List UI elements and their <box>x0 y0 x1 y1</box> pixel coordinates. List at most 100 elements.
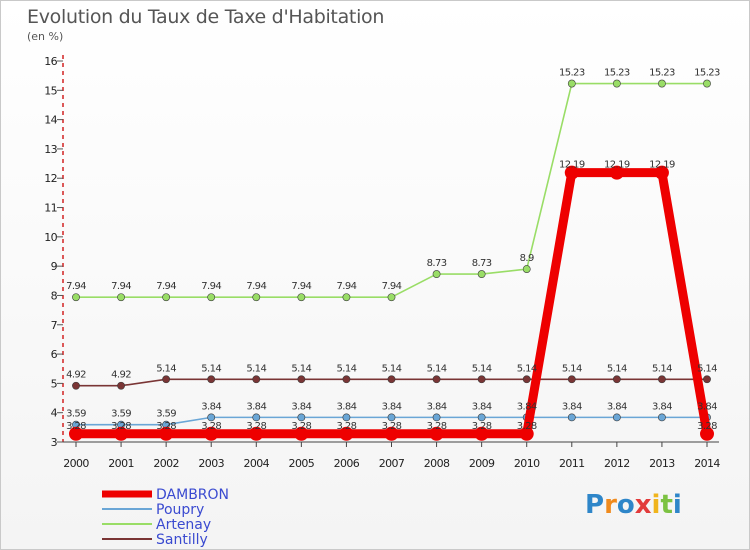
y-tick-label: 5 <box>51 377 58 390</box>
value-label-dambron: 3.28 <box>291 421 311 432</box>
data-point-santilly <box>207 375 216 384</box>
value-label-poupry: 3.59 <box>111 409 131 420</box>
data-point-santilly <box>567 375 576 384</box>
value-label-santilly: 5.14 <box>336 363 356 374</box>
value-label-santilly: 5.14 <box>427 363 447 374</box>
x-tick-label: 2008 <box>424 457 450 470</box>
value-label-artenay: 7.94 <box>246 281 266 292</box>
x-tick-label: 2007 <box>379 457 405 470</box>
logo-letter: i <box>672 490 682 520</box>
value-label-artenay: 15.23 <box>559 68 585 79</box>
x-tick-label: 2009 <box>469 457 495 470</box>
value-label-artenay: 7.94 <box>382 281 402 292</box>
data-point-dambron <box>69 426 83 441</box>
data-point-dambron <box>564 165 579 180</box>
data-point-santilly <box>72 381 80 390</box>
logo-letter: P <box>585 490 605 520</box>
data-point-artenay <box>432 270 441 278</box>
data-point-dambron <box>609 165 624 180</box>
data-point-poupry <box>387 413 396 422</box>
value-label-poupry: 3.84 <box>562 401 582 412</box>
data-point-poupry <box>342 413 351 422</box>
x-tick-label: 2002 <box>153 457 179 470</box>
data-point-artenay <box>477 270 486 278</box>
value-label-poupry: 3.59 <box>66 409 86 420</box>
data-point-poupry <box>477 413 486 422</box>
data-point-santilly <box>658 375 666 384</box>
value-label-dambron: 3.28 <box>246 421 266 432</box>
legend-label-poupry: Poupry <box>156 502 204 518</box>
value-label-artenay: 8.73 <box>427 258 447 269</box>
y-tick-label: 16 <box>44 55 57 68</box>
value-label-santilly: 5.14 <box>652 363 672 374</box>
y-tick-label: 15 <box>44 84 57 97</box>
series-line-artenay <box>76 82 707 299</box>
data-point-dambron <box>654 165 669 180</box>
value-label-dambron: 3.28 <box>427 421 447 432</box>
value-label-artenay: 7.94 <box>66 281 86 292</box>
data-point-dambron <box>159 426 174 441</box>
data-point-santilly <box>117 381 125 390</box>
data-point-poupry <box>612 413 621 422</box>
value-label-dambron: 12.19 <box>604 160 630 171</box>
data-point-poupry <box>432 413 441 422</box>
data-point-santilly <box>612 375 621 384</box>
data-point-poupry <box>658 413 666 422</box>
x-tick-label: 2001 <box>108 457 134 470</box>
y-tick-label: 3 <box>51 436 58 449</box>
x-tick-label: 2004 <box>243 457 269 470</box>
value-label-artenay: 15.23 <box>649 68 675 79</box>
x-tick-label: 2014 <box>694 457 720 470</box>
value-label-poupry: 3.84 <box>697 401 717 412</box>
value-label-santilly: 5.14 <box>697 363 717 374</box>
x-tick-label: 2006 <box>334 457 360 470</box>
value-label-poupry: 3.84 <box>291 401 311 412</box>
value-label-poupry: 3.84 <box>517 401 537 412</box>
y-tick-label: 12 <box>44 172 57 185</box>
value-label-artenay: 15.23 <box>694 68 720 79</box>
x-tick-label: 2010 <box>514 457 540 470</box>
series-line-dambron <box>76 168 712 439</box>
value-label-poupry: 3.84 <box>201 401 221 412</box>
logo-letter: o <box>616 490 635 520</box>
y-tick-label: 6 <box>51 348 58 361</box>
y-tick-label: 8 <box>51 289 58 302</box>
y-tick-label: 11 <box>44 202 57 215</box>
value-label-dambron: 3.28 <box>156 421 176 432</box>
value-labels-layer: 3.28 3.28 3.28 3.28 3.28 3.28 3.28 3.28 3.28 3.28… <box>66 68 721 432</box>
data-point-artenay <box>297 293 306 302</box>
value-label-santilly: 5.14 <box>156 363 176 374</box>
value-label-dambron: 12.19 <box>559 160 585 171</box>
y-tick-label: 7 <box>51 319 58 332</box>
chart-title: Evolution du Taux de Taxe d'Habitation <box>27 6 385 28</box>
value-label-poupry: 3.84 <box>246 401 266 412</box>
data-point-artenay <box>567 79 576 88</box>
value-label-poupry: 3.84 <box>472 401 492 412</box>
data-point-artenay <box>162 293 171 302</box>
data-point-artenay <box>522 265 531 273</box>
value-label-santilly: 4.92 <box>111 370 131 381</box>
value-label-poupry: 3.59 <box>156 409 176 420</box>
data-point-dambron <box>339 426 354 441</box>
data-point-santilly <box>432 375 441 384</box>
data-point-dambron <box>474 426 489 441</box>
value-label-dambron: 3.28 <box>382 421 402 432</box>
x-tick-label: 2013 <box>649 457 675 470</box>
data-point-artenay <box>387 293 396 302</box>
value-label-santilly: 5.14 <box>246 363 266 374</box>
data-point-poupry <box>207 413 216 422</box>
data-point-dambron <box>204 426 219 441</box>
logo-letter: x <box>634 490 652 520</box>
value-label-artenay: 7.94 <box>201 281 221 292</box>
y-tick-label: 10 <box>44 231 57 244</box>
data-point-santilly <box>522 375 531 384</box>
value-label-artenay: 7.94 <box>156 281 176 292</box>
data-point-artenay <box>658 79 666 88</box>
data-point-dambron <box>700 426 714 441</box>
value-label-artenay: 7.94 <box>111 281 131 292</box>
data-point-santilly <box>297 375 306 384</box>
data-point-poupry <box>567 413 576 422</box>
value-label-poupry: 3.84 <box>652 401 672 412</box>
legend-label-santilly: Santilly <box>156 532 208 548</box>
